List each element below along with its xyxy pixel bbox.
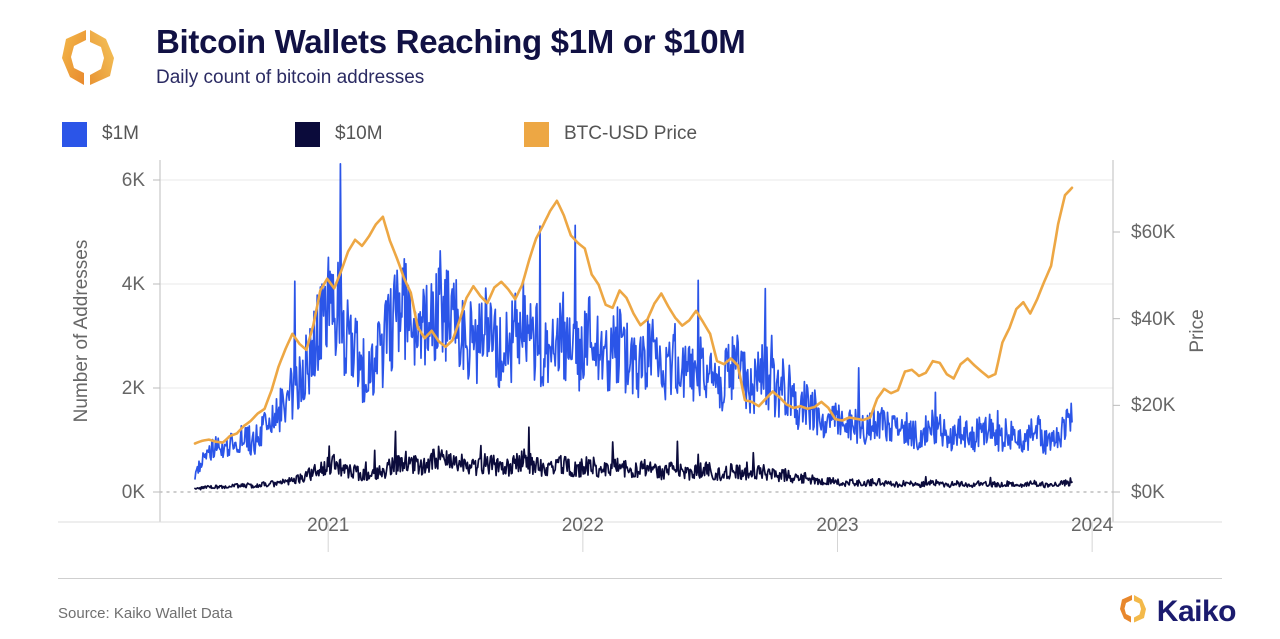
x-tick-2023: 2023 [816, 515, 859, 536]
y-tick-right-$20K: $20K [1131, 395, 1176, 417]
legend-label-1m: $1M [102, 123, 139, 144]
y-tick-left-2K: 2K [121, 378, 145, 399]
legend-item-1m[interactable]: $1M [62, 120, 139, 148]
footer-divider [58, 578, 1222, 579]
y-axis-title-left: Number of Addresses [71, 239, 92, 423]
source-note: Source: Kaiko Wallet Data [58, 605, 233, 622]
x-tick-2024: 2024 [1070, 515, 1114, 536]
plot-area: Number of Addresses Price 0K 2K 4K 6K $0K $2… [0, 157, 1280, 560]
footer-brand-name: Kaiko [1156, 594, 1237, 628]
legend-label-10m: $10M [335, 123, 383, 144]
legend-item-10m[interactable]: $10M [295, 120, 383, 148]
footer-brand: Kaiko [1117, 594, 1237, 629]
page-title: Bitcoin Wallets Reaching $1M or $10M [156, 23, 746, 60]
x-tick-2022: 2022 [561, 515, 604, 536]
legend-swatch-price [524, 121, 549, 147]
page-subtitle: Daily count of bitcoin addresses [156, 67, 425, 88]
legend-swatch-1m [62, 121, 87, 147]
title-block: Bitcoin Wallets Reaching $1M or $10M Dai… [156, 22, 746, 91]
legend-label-price: BTC-USD Price [564, 123, 698, 144]
chart-header: Bitcoin Wallets Reaching $1M or $10M Dai… [56, 22, 1236, 102]
x-tick-2021: 2021 [307, 515, 350, 536]
y-tick-left-0K: 0K [121, 482, 145, 503]
legend-item-price[interactable]: BTC-USD Price [524, 120, 697, 148]
y-tick-right-$0K: $0K [1131, 482, 1165, 503]
kaiko-hex-logo-icon [1117, 594, 1149, 629]
chart-canvas [58, 157, 1222, 552]
legend-swatch-10m [295, 121, 320, 147]
y-tick-left-4K: 4K [121, 274, 145, 295]
y-tick-right-$60K: $60K [1131, 222, 1176, 243]
kaiko-hex-logo-icon [56, 28, 120, 88]
y-tick-left-6K: 6K [121, 170, 145, 191]
y-tick-right-$40K: $40K [1131, 308, 1176, 330]
